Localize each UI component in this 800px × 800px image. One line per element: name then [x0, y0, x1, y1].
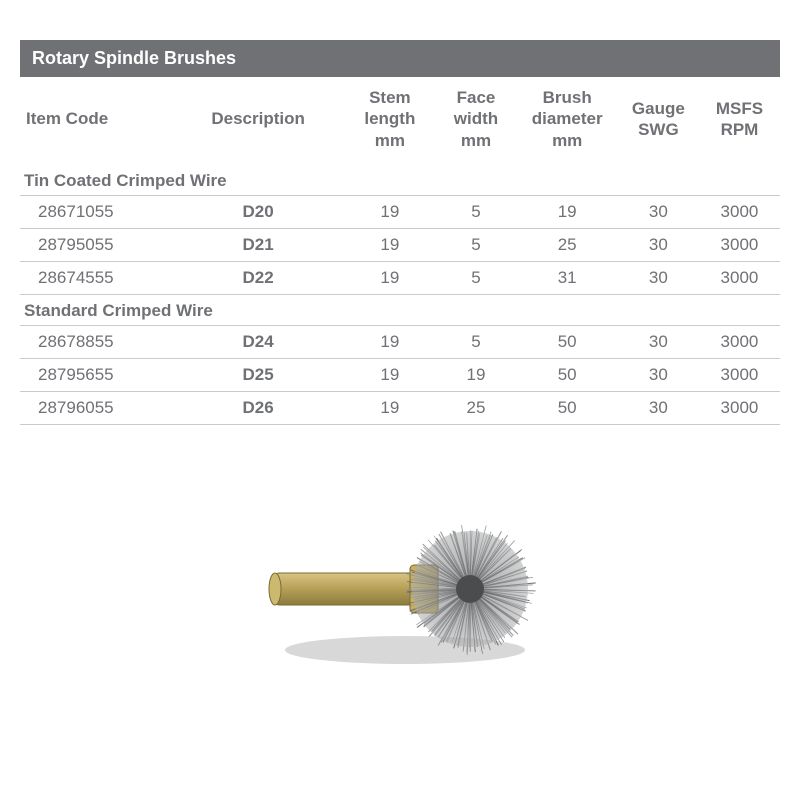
cell-description: D21	[172, 228, 344, 261]
cell-brush: 19	[517, 195, 618, 228]
cell-brush: 50	[517, 358, 618, 391]
cell-face: 19	[435, 358, 516, 391]
cell-item-code: 28796055	[20, 391, 172, 424]
cell-msfs: 3000	[699, 358, 780, 391]
cell-stem: 19	[344, 358, 435, 391]
cell-item-code: 28671055	[20, 195, 172, 228]
cell-description: D25	[172, 358, 344, 391]
cell-description: D20	[172, 195, 344, 228]
table-header-row: Item Code Description Stemlengthmm Facew…	[20, 77, 780, 165]
cell-description: D24	[172, 325, 344, 358]
cell-gauge: 30	[618, 228, 699, 261]
table-row: 28678855D2419550303000	[20, 325, 780, 358]
cell-item-code: 28795655	[20, 358, 172, 391]
col-item-code: Item Code	[20, 77, 172, 165]
product-table: Item Code Description Stemlengthmm Facew…	[20, 77, 780, 425]
cell-stem: 19	[344, 391, 435, 424]
cell-gauge: 30	[618, 358, 699, 391]
cell-msfs: 3000	[699, 195, 780, 228]
cell-gauge: 30	[618, 391, 699, 424]
cell-msfs: 3000	[699, 391, 780, 424]
cell-gauge: 30	[618, 325, 699, 358]
cell-brush: 50	[517, 325, 618, 358]
cell-item-code: 28795055	[20, 228, 172, 261]
cell-face: 5	[435, 195, 516, 228]
rotary-brush-icon	[240, 485, 560, 685]
col-msfs: MSFSRPM	[699, 77, 780, 165]
cell-brush: 50	[517, 391, 618, 424]
cell-msfs: 3000	[699, 261, 780, 294]
col-description: Description	[172, 77, 344, 165]
cell-face: 5	[435, 261, 516, 294]
table-row: 28671055D2019519303000	[20, 195, 780, 228]
cell-stem: 19	[344, 325, 435, 358]
section-header: Tin Coated Crimped Wire	[20, 165, 780, 196]
table-row: 28795055D2119525303000	[20, 228, 780, 261]
product-image	[20, 485, 780, 685]
cell-item-code: 28678855	[20, 325, 172, 358]
cell-msfs: 3000	[699, 325, 780, 358]
cell-brush: 31	[517, 261, 618, 294]
col-stem-length: Stemlengthmm	[344, 77, 435, 165]
cell-face: 5	[435, 228, 516, 261]
col-face-width: Facewidthmm	[435, 77, 516, 165]
table-row: 28795655D25191950303000	[20, 358, 780, 391]
cell-stem: 19	[344, 261, 435, 294]
table-title: Rotary Spindle Brushes	[20, 40, 780, 77]
cell-gauge: 30	[618, 261, 699, 294]
cell-description: D22	[172, 261, 344, 294]
cell-item-code: 28674555	[20, 261, 172, 294]
section-header: Standard Crimped Wire	[20, 294, 780, 325]
col-brush-diam: Brushdiametermm	[517, 77, 618, 165]
cell-msfs: 3000	[699, 228, 780, 261]
cell-description: D26	[172, 391, 344, 424]
cell-face: 25	[435, 391, 516, 424]
cell-stem: 19	[344, 228, 435, 261]
cell-brush: 25	[517, 228, 618, 261]
cell-face: 5	[435, 325, 516, 358]
table-row: 28674555D2219531303000	[20, 261, 780, 294]
cell-gauge: 30	[618, 195, 699, 228]
col-gauge: GaugeSWG	[618, 77, 699, 165]
cell-stem: 19	[344, 195, 435, 228]
table-row: 28796055D26192550303000	[20, 391, 780, 424]
